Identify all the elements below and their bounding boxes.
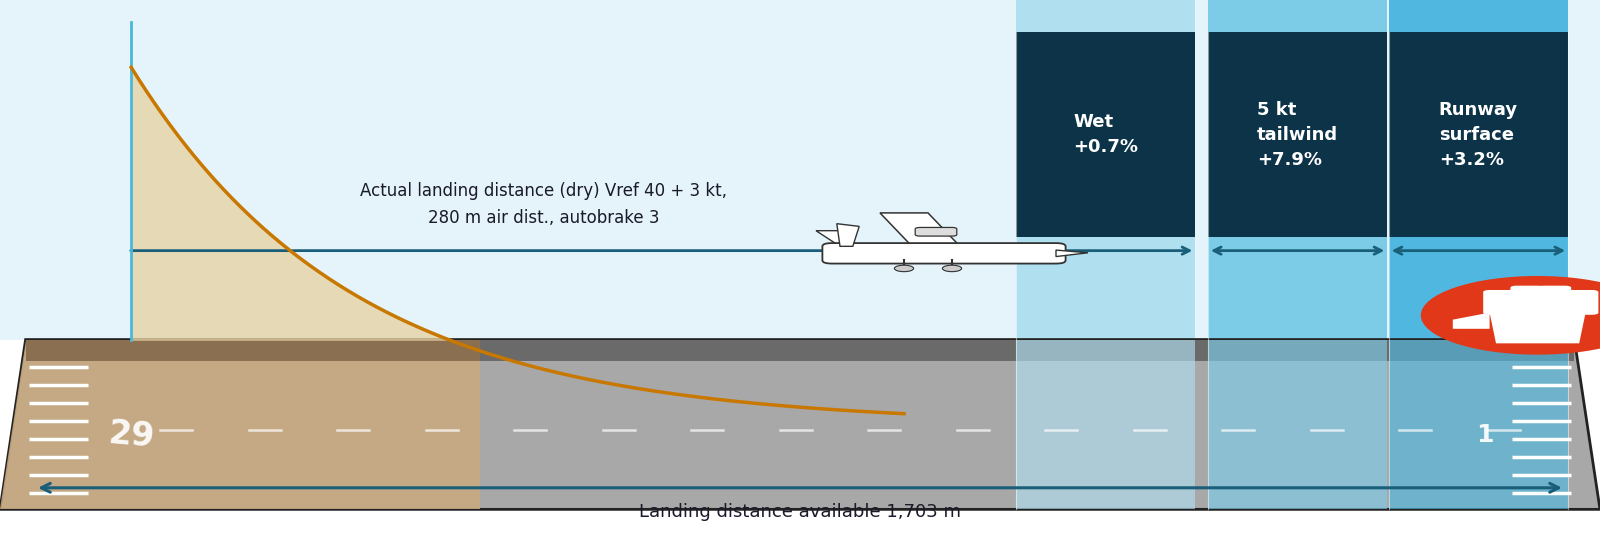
Polygon shape <box>0 340 1600 509</box>
Polygon shape <box>837 224 859 246</box>
Bar <box>1208 340 1387 509</box>
Bar <box>1016 32 1195 237</box>
Text: 5 kt
tailwind
+7.9%: 5 kt tailwind +7.9% <box>1258 101 1338 169</box>
Bar <box>1389 0 1568 340</box>
Polygon shape <box>880 213 960 246</box>
Polygon shape <box>1453 313 1490 329</box>
Polygon shape <box>1490 313 1586 343</box>
Polygon shape <box>26 340 480 361</box>
Text: Actual landing distance (dry) Vref 40 + 3 kt,: Actual landing distance (dry) Vref 40 + … <box>360 182 728 201</box>
Text: 29: 29 <box>107 417 155 454</box>
Circle shape <box>1421 276 1600 355</box>
FancyBboxPatch shape <box>1565 290 1598 315</box>
Bar <box>1016 0 1195 340</box>
Bar <box>1389 340 1568 509</box>
Polygon shape <box>1056 250 1088 257</box>
Text: 1: 1 <box>1477 423 1493 447</box>
Text: Wet
+0.7%: Wet +0.7% <box>1074 113 1138 156</box>
Circle shape <box>942 265 962 272</box>
Circle shape <box>894 265 914 272</box>
Polygon shape <box>26 340 1574 361</box>
FancyBboxPatch shape <box>1510 286 1544 315</box>
FancyBboxPatch shape <box>1538 286 1571 315</box>
Bar <box>1389 32 1568 237</box>
Polygon shape <box>816 231 856 246</box>
Text: Runway
surface
+3.2%: Runway surface +3.2% <box>1438 101 1518 169</box>
FancyBboxPatch shape <box>915 227 957 236</box>
FancyBboxPatch shape <box>1483 290 1517 315</box>
Bar <box>1208 32 1387 237</box>
FancyBboxPatch shape <box>822 243 1066 264</box>
Bar <box>1016 340 1195 509</box>
Polygon shape <box>0 340 480 509</box>
Text: Landing distance available 1,703 m: Landing distance available 1,703 m <box>638 503 962 521</box>
Bar <box>1208 0 1387 340</box>
Bar <box>0 0 1600 340</box>
Text: 280 m air dist., autobrake 3: 280 m air dist., autobrake 3 <box>429 209 659 227</box>
